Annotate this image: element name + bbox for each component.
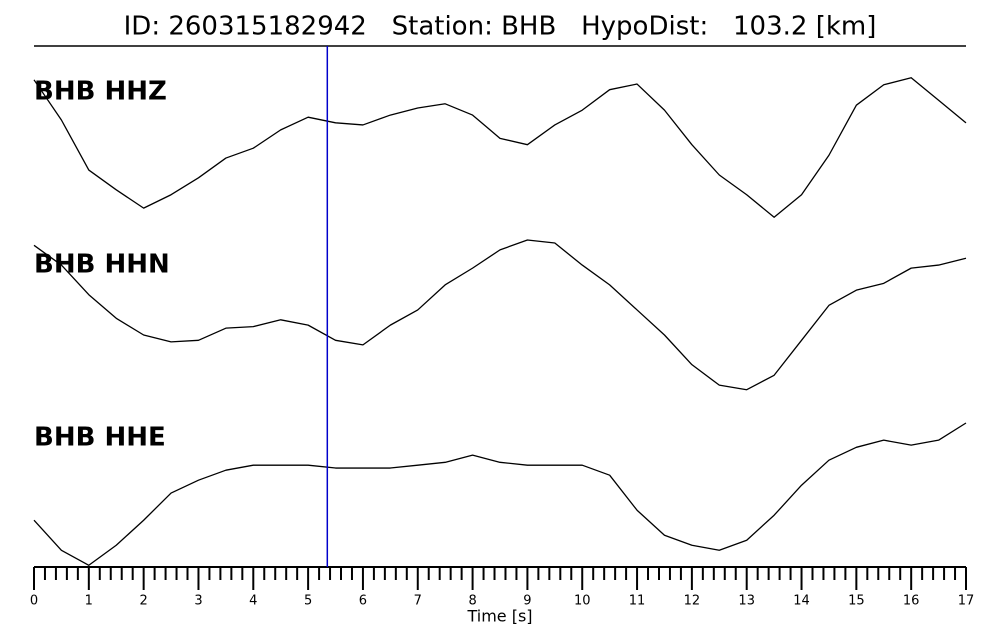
x-tick-label: 3 (194, 594, 202, 609)
x-tick-label: 17 (958, 594, 975, 609)
trace (33, 77, 967, 218)
x-tick-label: 15 (848, 594, 865, 609)
x-tick-label: 11 (629, 594, 646, 609)
x-axis-label: Time [s] (466, 607, 532, 626)
x-tick-label: 1 (85, 594, 93, 609)
trace (33, 239, 967, 391)
trace-label: BHB HHN (34, 250, 170, 280)
chart-title: ID: 260315182942 Station: BHB HypoDist: … (124, 12, 877, 42)
x-tick-label: 8 (468, 594, 476, 609)
x-tick-label: 13 (738, 594, 755, 609)
x-tick-label: 0 (30, 594, 38, 609)
x-tick-label: 9 (523, 594, 531, 609)
trace-label: BHB HHE (34, 423, 166, 453)
x-tick-label: 12 (684, 594, 701, 609)
x-tick-label: 2 (140, 594, 148, 609)
x-tick-label: 4 (249, 594, 257, 609)
x-tick-label: 14 (793, 594, 810, 609)
x-tick-label: 10 (574, 594, 591, 609)
x-tick-label: 7 (414, 594, 422, 609)
x-tick-label: 6 (359, 594, 367, 609)
trace (33, 422, 967, 566)
trace-label: BHB HHZ (34, 77, 167, 107)
x-tick-label: 16 (903, 594, 920, 609)
x-tick-label: 5 (304, 594, 312, 609)
